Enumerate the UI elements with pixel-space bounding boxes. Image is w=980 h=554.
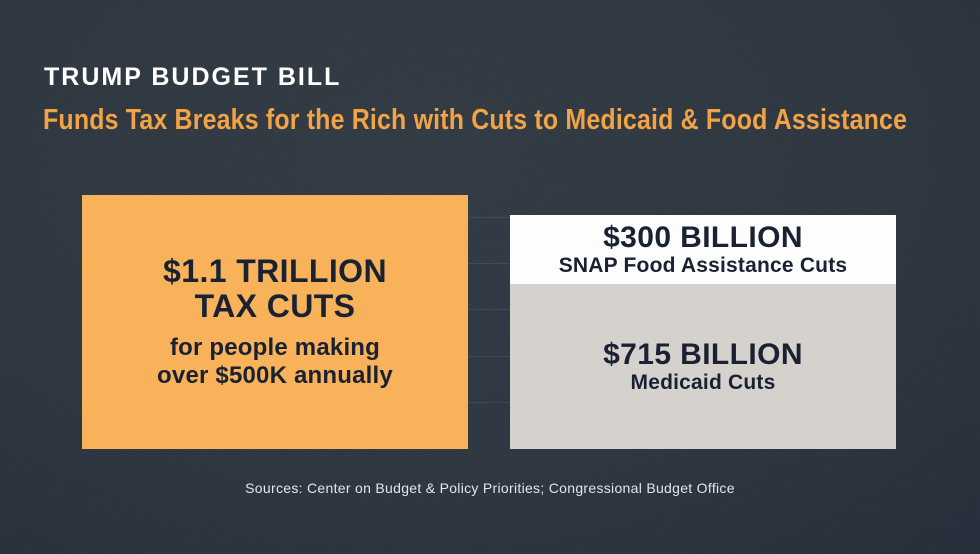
bar-segment-medicaid-cuts: $715 BILLION Medicaid Cuts — [510, 284, 896, 449]
bar-segment-snap-cuts: $300 BILLION SNAP Food Assistance Cuts — [510, 215, 896, 284]
tax-cuts-sublabel: for people making over $500K annually — [157, 333, 393, 389]
medicaid-cuts-sublabel: Medicaid Cuts — [630, 370, 776, 394]
tax-cuts-value-label: $1.1 TRILLION TAX CUTS — [163, 253, 387, 324]
snap-cuts-value-label: $300 BILLION — [603, 221, 803, 255]
gridline-400 — [82, 356, 896, 357]
page-title: Funds Tax Breaks for the Rich with Cuts … — [43, 104, 908, 136]
source-attribution: Sources: Center on Budget & Policy Prior… — [245, 480, 735, 496]
bar-segment-tax-cuts: $1.1 TRILLION TAX CUTS for people making… — [82, 195, 468, 449]
gridline-1000 — [82, 217, 896, 218]
gridline-800 — [82, 263, 896, 264]
gridline-600 — [82, 309, 896, 310]
medicaid-cuts-value-label: $715 BILLION — [603, 338, 803, 372]
chart-gridlines — [82, 170, 896, 449]
snap-cuts-sublabel: SNAP Food Assistance Cuts — [558, 253, 848, 277]
page-kicker: TRUMP BUDGET BILL — [44, 63, 342, 91]
gridline-200 — [82, 402, 896, 403]
bar-tax-cuts: $1.1 TRILLION TAX CUTS for people making… — [82, 195, 468, 449]
bar-program-cuts: $300 BILLION SNAP Food Assistance Cuts $… — [510, 215, 896, 449]
